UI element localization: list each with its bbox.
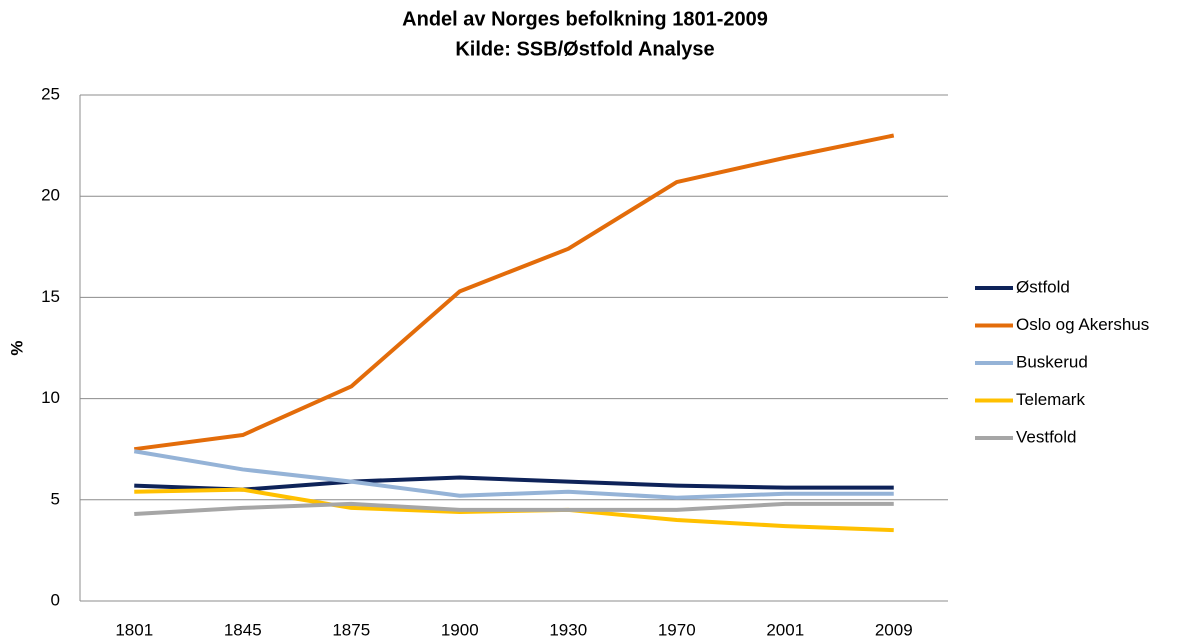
y-tick-label: 0: [51, 590, 60, 609]
chart-title: Andel av Norges befolkning 1801-2009: [402, 8, 768, 30]
x-tick-label: 2001: [766, 620, 804, 639]
series-line: [133, 133, 895, 452]
legend-label: Telemark: [1016, 390, 1085, 409]
series-line: [133, 449, 894, 500]
x-tick-label: 1930: [549, 620, 587, 639]
y-tick-label: 5: [51, 489, 60, 508]
series-line: [134, 475, 894, 492]
y-axis-label: %: [7, 340, 26, 355]
legend-label: Oslo og Akershus: [1016, 315, 1149, 334]
x-tick-label: 2009: [875, 620, 913, 639]
x-tick-label: 1801: [115, 620, 153, 639]
y-tick-label: 20: [41, 186, 60, 205]
y-tick-label: 25: [41, 84, 60, 103]
x-tick-label: 1900: [441, 620, 479, 639]
y-tick-label: 15: [41, 287, 60, 306]
series-line: [134, 501, 894, 516]
x-tick-label: 1970: [658, 620, 696, 639]
legend-label: Buskerud: [1016, 352, 1088, 371]
legend-label: Vestfold: [1016, 427, 1077, 446]
x-tick-label: 1875: [332, 620, 370, 639]
x-tick-label: 1845: [224, 620, 262, 639]
y-tick-label: 10: [41, 388, 60, 407]
chart-subtitle: Kilde: SSB/Østfold Analyse: [455, 38, 714, 60]
legend-label: Østfold: [1016, 277, 1070, 296]
